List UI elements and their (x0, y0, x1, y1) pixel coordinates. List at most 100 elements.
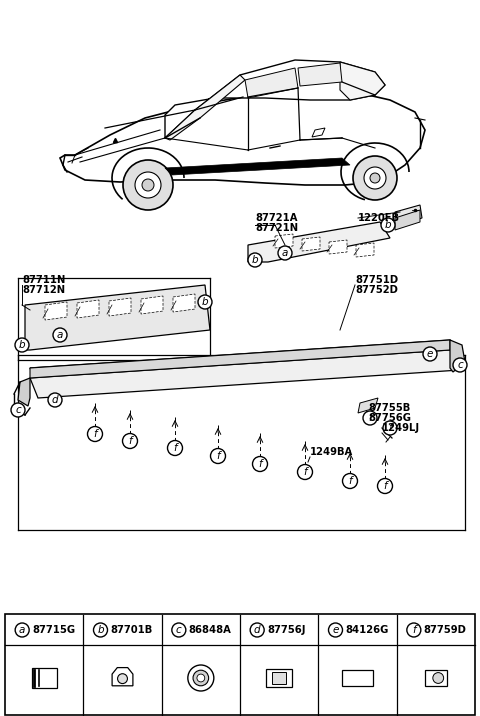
FancyBboxPatch shape (5, 614, 475, 715)
Circle shape (168, 440, 182, 455)
Circle shape (172, 623, 186, 637)
Polygon shape (342, 669, 373, 687)
Text: b: b (202, 297, 208, 307)
Circle shape (197, 674, 205, 682)
Polygon shape (312, 128, 325, 137)
Text: f: f (258, 459, 262, 469)
Circle shape (87, 427, 103, 442)
FancyBboxPatch shape (425, 669, 446, 687)
Text: f: f (383, 481, 387, 491)
Circle shape (122, 433, 137, 448)
Text: a: a (19, 625, 25, 635)
Circle shape (211, 448, 226, 463)
Text: c: c (457, 360, 463, 370)
Text: e: e (427, 349, 433, 359)
Text: 1249BA: 1249BA (310, 447, 353, 457)
Polygon shape (395, 205, 422, 225)
Polygon shape (109, 298, 131, 316)
Text: 87721N: 87721N (255, 223, 298, 233)
Circle shape (252, 457, 267, 472)
Polygon shape (30, 350, 460, 398)
Text: f: f (412, 625, 416, 635)
FancyBboxPatch shape (272, 672, 286, 684)
Text: d: d (254, 625, 261, 635)
Text: f: f (368, 413, 372, 423)
Text: 1220FB: 1220FB (358, 213, 400, 223)
Text: 86848A: 86848A (189, 625, 232, 635)
Text: 84126G: 84126G (346, 625, 389, 635)
Circle shape (370, 173, 380, 183)
Polygon shape (30, 340, 460, 386)
Text: b: b (97, 625, 104, 635)
Circle shape (94, 623, 108, 637)
Text: f: f (303, 467, 307, 477)
Text: 87715G: 87715G (32, 625, 75, 635)
Text: f: f (348, 476, 352, 486)
Polygon shape (30, 340, 450, 378)
Polygon shape (141, 296, 163, 314)
Text: 87701B: 87701B (110, 625, 153, 635)
Circle shape (193, 670, 209, 686)
Text: 87752D: 87752D (355, 285, 398, 295)
Circle shape (381, 218, 395, 232)
Polygon shape (112, 667, 133, 686)
FancyBboxPatch shape (32, 668, 57, 688)
Polygon shape (356, 243, 374, 257)
Circle shape (15, 338, 29, 352)
Circle shape (135, 172, 161, 198)
Circle shape (248, 253, 262, 267)
Text: 87759D: 87759D (424, 625, 467, 635)
Text: 87711N: 87711N (22, 275, 65, 285)
Polygon shape (165, 158, 350, 175)
Circle shape (353, 156, 397, 200)
Circle shape (383, 421, 397, 435)
Text: 1249LJ: 1249LJ (382, 423, 420, 433)
Text: b: b (384, 220, 391, 230)
Circle shape (364, 167, 386, 189)
Text: e: e (332, 625, 339, 635)
Polygon shape (77, 300, 99, 318)
Circle shape (298, 465, 312, 480)
Polygon shape (450, 340, 465, 372)
Circle shape (198, 295, 212, 309)
Polygon shape (60, 90, 425, 185)
Circle shape (142, 179, 154, 191)
Polygon shape (302, 237, 320, 251)
Circle shape (453, 358, 467, 372)
Polygon shape (358, 398, 378, 413)
Circle shape (15, 623, 29, 637)
Text: f: f (128, 436, 132, 446)
Circle shape (250, 623, 264, 637)
Text: 87712N: 87712N (22, 285, 65, 295)
Circle shape (188, 665, 214, 691)
Text: a: a (57, 330, 63, 340)
Circle shape (433, 672, 444, 683)
Text: f: f (173, 443, 177, 453)
Polygon shape (329, 240, 347, 254)
Text: 87755B: 87755B (368, 403, 410, 413)
Polygon shape (18, 378, 30, 406)
Text: b: b (19, 340, 25, 350)
Circle shape (123, 160, 173, 210)
Circle shape (363, 411, 377, 425)
Polygon shape (165, 75, 245, 140)
Text: c: c (176, 625, 182, 635)
Polygon shape (245, 68, 298, 98)
Polygon shape (248, 222, 390, 262)
Circle shape (407, 623, 421, 637)
Polygon shape (45, 302, 67, 320)
FancyBboxPatch shape (266, 669, 292, 687)
Circle shape (118, 674, 128, 684)
Circle shape (343, 473, 358, 488)
Text: f: f (93, 429, 97, 439)
Circle shape (11, 403, 25, 417)
Text: b: b (252, 255, 258, 265)
Circle shape (53, 328, 67, 342)
Text: c: c (15, 405, 21, 415)
Circle shape (377, 478, 393, 493)
Polygon shape (275, 234, 293, 248)
Polygon shape (395, 210, 420, 230)
Text: 87751D: 87751D (355, 275, 398, 285)
Text: a: a (282, 248, 288, 258)
Circle shape (328, 623, 343, 637)
